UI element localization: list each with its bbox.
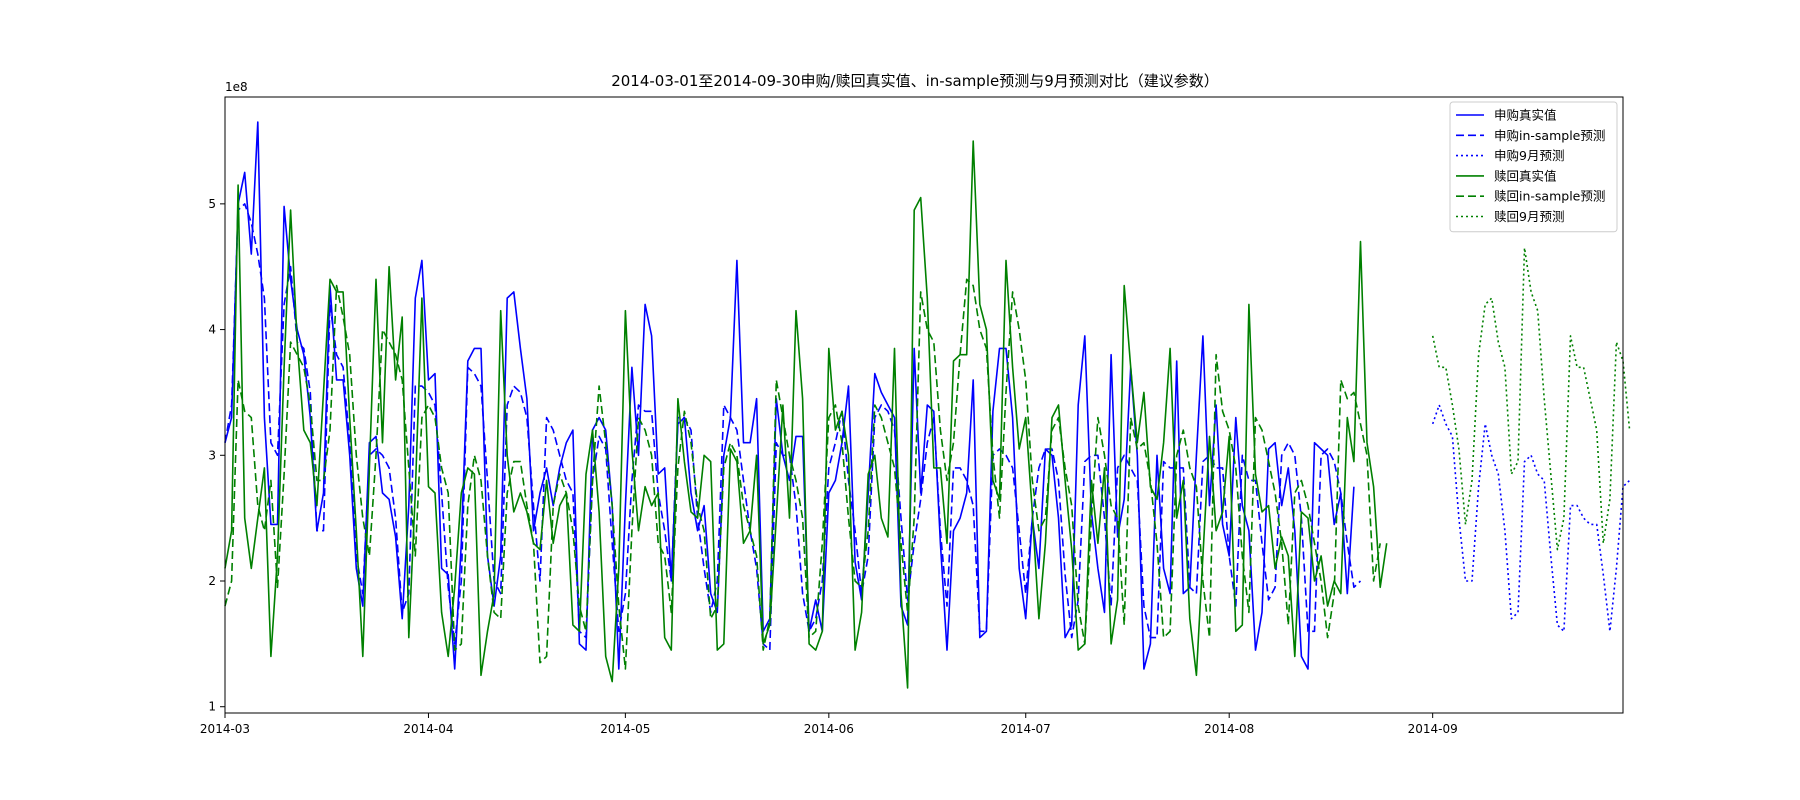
y-tick-label-4: 5: [208, 197, 216, 211]
plot-area: [224, 121, 1631, 689]
y-tick-label-2: 3: [208, 448, 216, 462]
legend-label-0: 申购真实值: [1494, 108, 1557, 123]
plot-frame: [224, 96, 1624, 714]
series-line-3: [224, 140, 1388, 689]
x-tick-label-5: 2014-08: [1204, 722, 1254, 736]
chart-title: 2014-03-01至2014-09-30申购/赎回真实值、in-sample预…: [611, 72, 1219, 90]
series-line-1: [224, 203, 1362, 651]
legend-label-5: 赎回9月预测: [1494, 209, 1564, 224]
x-tick-label-2: 2014-05: [600, 722, 650, 736]
series-line-0: [224, 121, 1355, 670]
legend-label-1: 申购in-sample预测: [1494, 128, 1605, 143]
x-tick-label-3: 2014-06: [804, 722, 854, 736]
legend-label-3: 赎回真实值: [1494, 168, 1557, 183]
y-tick-label-1: 2: [208, 574, 216, 588]
y-tick-label-3: 4: [208, 323, 216, 337]
legend-label-4: 赎回in-sample预测: [1494, 189, 1605, 204]
x-tick-label-6: 2014-09: [1408, 722, 1458, 736]
legend-label-2: 申购9月预测: [1494, 148, 1564, 163]
series-line-2: [1431, 404, 1631, 633]
legend: 申购真实值申购in-sample预测申购9月预测赎回真实值赎回in-sample…: [1449, 101, 1618, 233]
x-tick-label-0: 2014-03: [200, 722, 250, 736]
y-offset-label: 1e8: [225, 80, 248, 94]
axes: 1 2 3 4 5 2014-03 2014-04 2014-05 2014-06 2014-07…: [200, 197, 1458, 736]
series-line-4: [224, 278, 1381, 670]
legend-box: [1449, 101, 1618, 233]
x-tick-label-4: 2014-07: [1001, 722, 1051, 736]
y-tick-label-0: 1: [208, 700, 216, 714]
x-tick-label-1: 2014-04: [403, 722, 453, 736]
